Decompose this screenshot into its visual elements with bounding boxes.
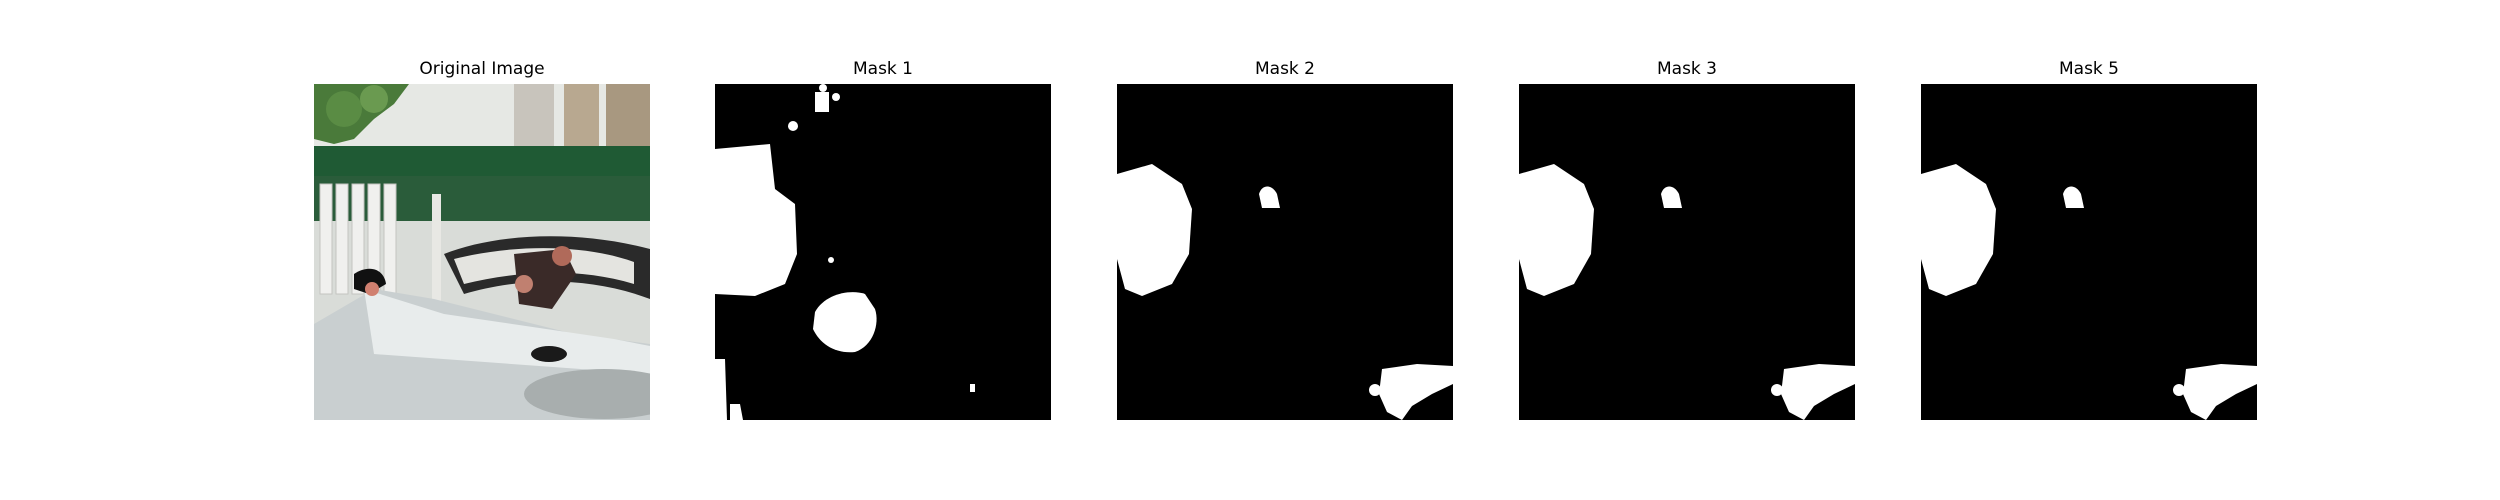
panel-title-mask-5: Mask 5 — [2058, 59, 2119, 79]
original-image — [314, 84, 650, 420]
panel-title-mask-3: Mask 3 — [1656, 59, 1717, 79]
panel-title-original: Original Image — [419, 59, 545, 79]
panel-title-mask-2: Mask 2 — [1254, 59, 1315, 79]
panel-title-mask-1: Mask 1 — [852, 59, 913, 79]
mask-1-image — [715, 84, 1051, 420]
mask-3-image — [1519, 84, 1855, 420]
mask-5-image — [1921, 84, 2257, 420]
mask-2-image — [1117, 84, 1453, 420]
